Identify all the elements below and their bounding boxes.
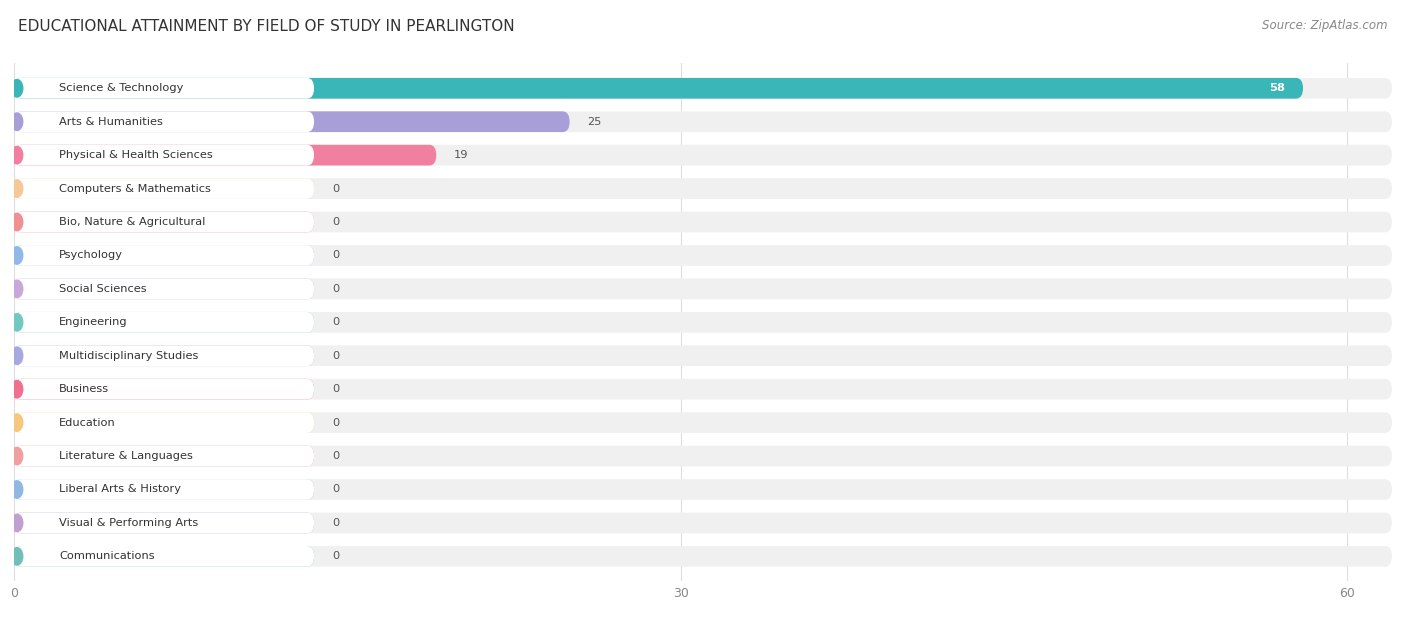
Circle shape <box>11 180 22 197</box>
FancyBboxPatch shape <box>14 78 1392 99</box>
FancyBboxPatch shape <box>14 145 436 166</box>
FancyBboxPatch shape <box>14 312 1392 332</box>
Circle shape <box>11 214 22 231</box>
Text: EDUCATIONAL ATTAINMENT BY FIELD OF STUDY IN PEARLINGTON: EDUCATIONAL ATTAINMENT BY FIELD OF STUDY… <box>18 19 515 34</box>
Text: 0: 0 <box>332 418 339 428</box>
Text: 0: 0 <box>332 518 339 528</box>
Text: 0: 0 <box>332 485 339 494</box>
FancyBboxPatch shape <box>14 111 1392 132</box>
FancyBboxPatch shape <box>14 446 314 466</box>
FancyBboxPatch shape <box>14 145 1392 166</box>
FancyBboxPatch shape <box>14 178 314 199</box>
Text: Communications: Communications <box>59 551 155 561</box>
FancyBboxPatch shape <box>14 178 314 199</box>
FancyBboxPatch shape <box>14 446 314 466</box>
FancyBboxPatch shape <box>14 178 1392 199</box>
Text: Liberal Arts & History: Liberal Arts & History <box>59 485 181 494</box>
FancyBboxPatch shape <box>14 446 1392 466</box>
Text: 0: 0 <box>332 551 339 561</box>
Text: 19: 19 <box>454 150 468 160</box>
FancyBboxPatch shape <box>14 245 1392 266</box>
FancyBboxPatch shape <box>14 546 1392 567</box>
Circle shape <box>11 481 22 498</box>
FancyBboxPatch shape <box>14 111 314 132</box>
Text: 0: 0 <box>332 284 339 294</box>
FancyBboxPatch shape <box>14 279 1392 299</box>
Circle shape <box>11 380 22 398</box>
FancyBboxPatch shape <box>14 279 314 299</box>
Text: Psychology: Psychology <box>59 250 124 260</box>
FancyBboxPatch shape <box>14 379 1392 399</box>
Text: Engineering: Engineering <box>59 317 128 327</box>
Text: Literature & Languages: Literature & Languages <box>59 451 193 461</box>
Circle shape <box>11 147 22 164</box>
Text: 0: 0 <box>332 451 339 461</box>
Text: Source: ZipAtlas.com: Source: ZipAtlas.com <box>1263 19 1388 32</box>
Text: Arts & Humanities: Arts & Humanities <box>59 117 163 126</box>
FancyBboxPatch shape <box>14 312 314 332</box>
Text: 0: 0 <box>332 183 339 193</box>
FancyBboxPatch shape <box>14 412 314 433</box>
Text: Business: Business <box>59 384 110 394</box>
FancyBboxPatch shape <box>14 212 314 233</box>
FancyBboxPatch shape <box>14 78 1303 99</box>
FancyBboxPatch shape <box>14 346 314 366</box>
FancyBboxPatch shape <box>14 212 314 233</box>
Circle shape <box>11 280 22 298</box>
Circle shape <box>11 347 22 365</box>
Text: 0: 0 <box>332 250 339 260</box>
Text: 0: 0 <box>332 351 339 361</box>
Text: 0: 0 <box>332 384 339 394</box>
Circle shape <box>11 447 22 465</box>
Text: Social Sciences: Social Sciences <box>59 284 146 294</box>
Circle shape <box>11 414 22 431</box>
Circle shape <box>11 113 22 130</box>
Text: Physical & Health Sciences: Physical & Health Sciences <box>59 150 212 160</box>
FancyBboxPatch shape <box>14 546 314 567</box>
Circle shape <box>11 514 22 532</box>
Text: 0: 0 <box>332 217 339 227</box>
FancyBboxPatch shape <box>14 245 314 266</box>
Text: 58: 58 <box>1270 83 1285 94</box>
FancyBboxPatch shape <box>14 513 1392 533</box>
FancyBboxPatch shape <box>14 513 314 533</box>
FancyBboxPatch shape <box>14 546 314 567</box>
Text: 25: 25 <box>588 117 602 126</box>
FancyBboxPatch shape <box>14 346 314 366</box>
FancyBboxPatch shape <box>14 412 1392 433</box>
FancyBboxPatch shape <box>14 379 314 399</box>
FancyBboxPatch shape <box>14 479 314 500</box>
Text: Education: Education <box>59 418 115 428</box>
Text: Computers & Mathematics: Computers & Mathematics <box>59 183 211 193</box>
Text: Visual & Performing Arts: Visual & Performing Arts <box>59 518 198 528</box>
FancyBboxPatch shape <box>14 513 314 533</box>
FancyBboxPatch shape <box>14 479 1392 500</box>
FancyBboxPatch shape <box>14 479 314 500</box>
FancyBboxPatch shape <box>14 412 314 433</box>
FancyBboxPatch shape <box>14 312 314 332</box>
FancyBboxPatch shape <box>14 346 1392 366</box>
Circle shape <box>11 313 22 331</box>
FancyBboxPatch shape <box>14 111 569 132</box>
Text: Multidisciplinary Studies: Multidisciplinary Studies <box>59 351 198 361</box>
FancyBboxPatch shape <box>14 245 314 266</box>
Text: Bio, Nature & Agricultural: Bio, Nature & Agricultural <box>59 217 205 227</box>
FancyBboxPatch shape <box>14 279 314 299</box>
Circle shape <box>11 548 22 565</box>
FancyBboxPatch shape <box>14 145 314 166</box>
Circle shape <box>11 246 22 264</box>
FancyBboxPatch shape <box>14 78 314 99</box>
Text: 0: 0 <box>332 317 339 327</box>
Circle shape <box>11 80 22 97</box>
FancyBboxPatch shape <box>14 379 314 399</box>
FancyBboxPatch shape <box>14 212 1392 233</box>
Text: Science & Technology: Science & Technology <box>59 83 183 94</box>
